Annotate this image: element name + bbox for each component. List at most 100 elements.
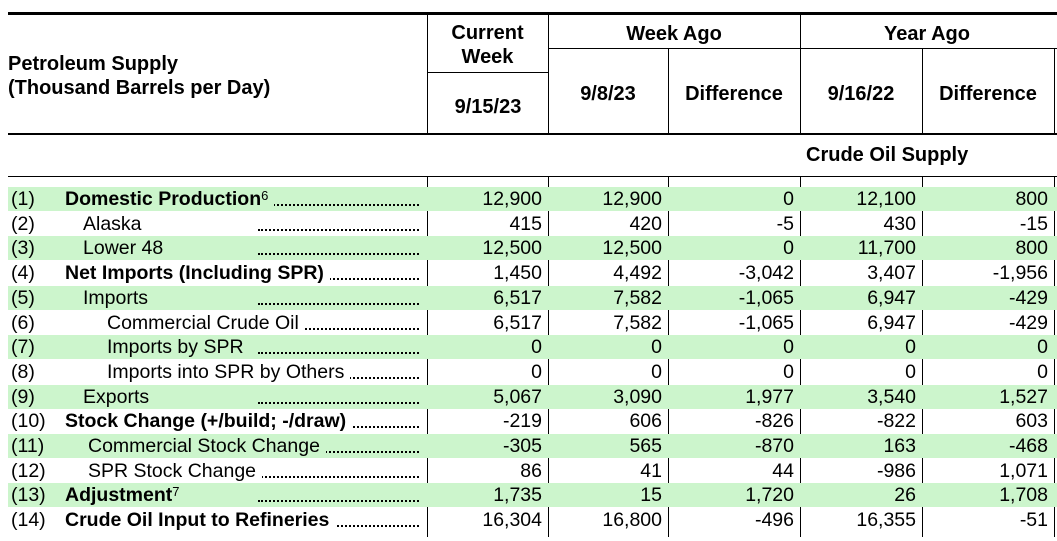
table-row: (5) Imports 6,517 7,582 -1,065 6,947 -429 bbox=[8, 285, 1057, 310]
column-divider bbox=[800, 13, 801, 134]
cell-year-ago: 12,100 bbox=[856, 188, 916, 210]
cell-year-diff: -15 bbox=[1019, 212, 1048, 235]
table-row: (8) Imports into SPR by Others 0 0 0 0 0 bbox=[8, 360, 1057, 384]
cell-current: 86 bbox=[520, 459, 542, 482]
cell-year-ago: 6,947 bbox=[867, 286, 916, 309]
leader-dots bbox=[258, 302, 419, 305]
table-row: (9) Exports 5,067 3,090 1,977 3,540 1,527 bbox=[8, 384, 1057, 409]
table-title-line2: (Thousand Barrels per Day) bbox=[8, 77, 271, 99]
cell-year-diff: -429 bbox=[1008, 311, 1048, 334]
cell-current: -305 bbox=[502, 435, 542, 457]
cell-year-ago: 16,355 bbox=[856, 509, 916, 532]
current-week-date: 9/15/23 bbox=[454, 96, 522, 118]
row-label: Exports bbox=[83, 385, 156, 408]
footnote-marker: 6 bbox=[261, 188, 269, 203]
column-divider bbox=[1054, 48, 1055, 134]
cell-year-ago: 0 bbox=[905, 360, 916, 383]
leader-dots bbox=[258, 475, 419, 478]
table-row: (10) Stock Change (+/build; -/draw) -219 60… bbox=[8, 409, 1057, 433]
cell-year-ago: 6,947 bbox=[867, 311, 916, 334]
row-number: (13) bbox=[11, 484, 46, 507]
row-label: SPR Stock Change bbox=[88, 459, 263, 482]
cell-year-ago: -822 bbox=[876, 410, 916, 433]
cell-year-ago: 0 bbox=[905, 336, 916, 359]
row-label: Stock Change (+/build; -/draw) bbox=[65, 410, 353, 433]
cell-week-ago: 12,500 bbox=[602, 237, 662, 260]
cell-year-diff: -1,956 bbox=[992, 262, 1048, 285]
column-divider bbox=[668, 48, 669, 134]
cell-current: 1,735 bbox=[493, 484, 542, 507]
cell-week-diff: -1,065 bbox=[738, 311, 794, 334]
section-rule bbox=[8, 176, 1057, 177]
cell-week-diff: 1,977 bbox=[745, 385, 794, 408]
row-label: Alaska bbox=[83, 212, 148, 235]
cell-year-diff: -51 bbox=[1019, 509, 1048, 532]
year-ago-date: 9/16/22 bbox=[827, 83, 895, 105]
table-row: (7) Imports by SPR 0 0 0 0 0 bbox=[8, 335, 1057, 360]
group-underline-rule bbox=[548, 48, 1057, 49]
row-number: (11) bbox=[11, 435, 45, 457]
table-row: (4) Net Imports (Including SPR) 1,450 4,492… bbox=[8, 261, 1057, 285]
cell-current: 6,517 bbox=[493, 311, 542, 334]
cell-week-diff: -1,065 bbox=[738, 286, 794, 309]
leader-dots bbox=[258, 500, 419, 503]
column-divider bbox=[922, 48, 923, 134]
leader-dots bbox=[258, 253, 419, 256]
row-label: Imports into SPR by Others bbox=[107, 360, 351, 383]
row-number: (2) bbox=[11, 212, 35, 235]
row-label: Crude Oil Input to Refineries bbox=[65, 509, 336, 532]
cell-year-diff: 0 bbox=[1037, 336, 1048, 359]
row-number: (9) bbox=[11, 385, 35, 408]
row-label: Commercial Crude Oil bbox=[107, 311, 305, 334]
year-ago-difference-header: Difference bbox=[939, 83, 1037, 105]
section-title: Crude Oil Supply bbox=[806, 144, 969, 166]
leader-dots bbox=[258, 278, 419, 281]
cell-year-diff: -468 bbox=[1008, 435, 1048, 457]
column-divider bbox=[548, 13, 549, 134]
cell-current: -219 bbox=[502, 410, 542, 433]
cell-year-ago: 3,540 bbox=[867, 385, 916, 408]
cell-week-diff: 0 bbox=[783, 360, 794, 383]
table-title-line1: Petroleum Supply bbox=[8, 53, 179, 75]
row-label: Commercial Stock Change bbox=[88, 435, 326, 457]
week-ago-difference-header: Difference bbox=[685, 83, 783, 105]
current-week-underline-rule bbox=[428, 72, 548, 73]
row-label: Lower 48 bbox=[83, 237, 170, 260]
cell-year-ago: 11,700 bbox=[857, 237, 916, 260]
leader-dots bbox=[258, 204, 419, 206]
year-ago-header: Year Ago bbox=[884, 23, 970, 45]
row-number: (1) bbox=[11, 188, 35, 210]
cell-week-ago: 4,492 bbox=[613, 262, 662, 285]
table-row: (12) SPR Stock Change 86 41 44 -986 1,071 bbox=[8, 459, 1057, 483]
footnote-marker: 7 bbox=[172, 484, 180, 500]
cell-year-diff: 800 bbox=[1015, 188, 1048, 210]
table-title: Petroleum Supply (Thousand Barrels per D… bbox=[8, 52, 270, 100]
leader-dots bbox=[258, 327, 419, 330]
cell-week-ago: 0 bbox=[651, 360, 662, 383]
row-label: Imports bbox=[83, 286, 155, 309]
cell-week-ago: 0 bbox=[651, 336, 662, 359]
cell-week-ago: 3,090 bbox=[613, 385, 662, 408]
cell-week-ago: 420 bbox=[629, 212, 662, 235]
row-number: (12) bbox=[11, 459, 46, 482]
cell-year-ago: 3,407 bbox=[867, 262, 916, 285]
table-row: (2) Alaska 415 420 -5 430 -15 bbox=[8, 212, 1057, 236]
cell-year-ago: 430 bbox=[883, 212, 916, 235]
cell-year-diff: 800 bbox=[1015, 237, 1048, 260]
cell-week-diff: -826 bbox=[754, 410, 794, 433]
table-row: (13) Adjustment7 1,735 15 1,720 26 1,708 bbox=[8, 483, 1057, 508]
cell-current: 1,450 bbox=[493, 262, 542, 285]
leader-dots bbox=[258, 228, 419, 231]
row-number: (6) bbox=[11, 311, 35, 334]
cell-week-diff: 0 bbox=[783, 188, 794, 210]
cell-current: 0 bbox=[531, 360, 542, 383]
row-number: (5) bbox=[11, 286, 35, 309]
row-number: (14) bbox=[11, 509, 46, 532]
row-number: (8) bbox=[11, 360, 35, 383]
row-label: Net Imports (Including SPR) bbox=[65, 262, 330, 285]
cell-year-ago: 26 bbox=[894, 484, 916, 507]
cell-week-ago: 7,582 bbox=[613, 286, 662, 309]
cell-week-diff: 0 bbox=[783, 237, 794, 260]
row-label: Domestic Production6 bbox=[65, 188, 275, 210]
cell-current: 5,067 bbox=[493, 385, 542, 408]
